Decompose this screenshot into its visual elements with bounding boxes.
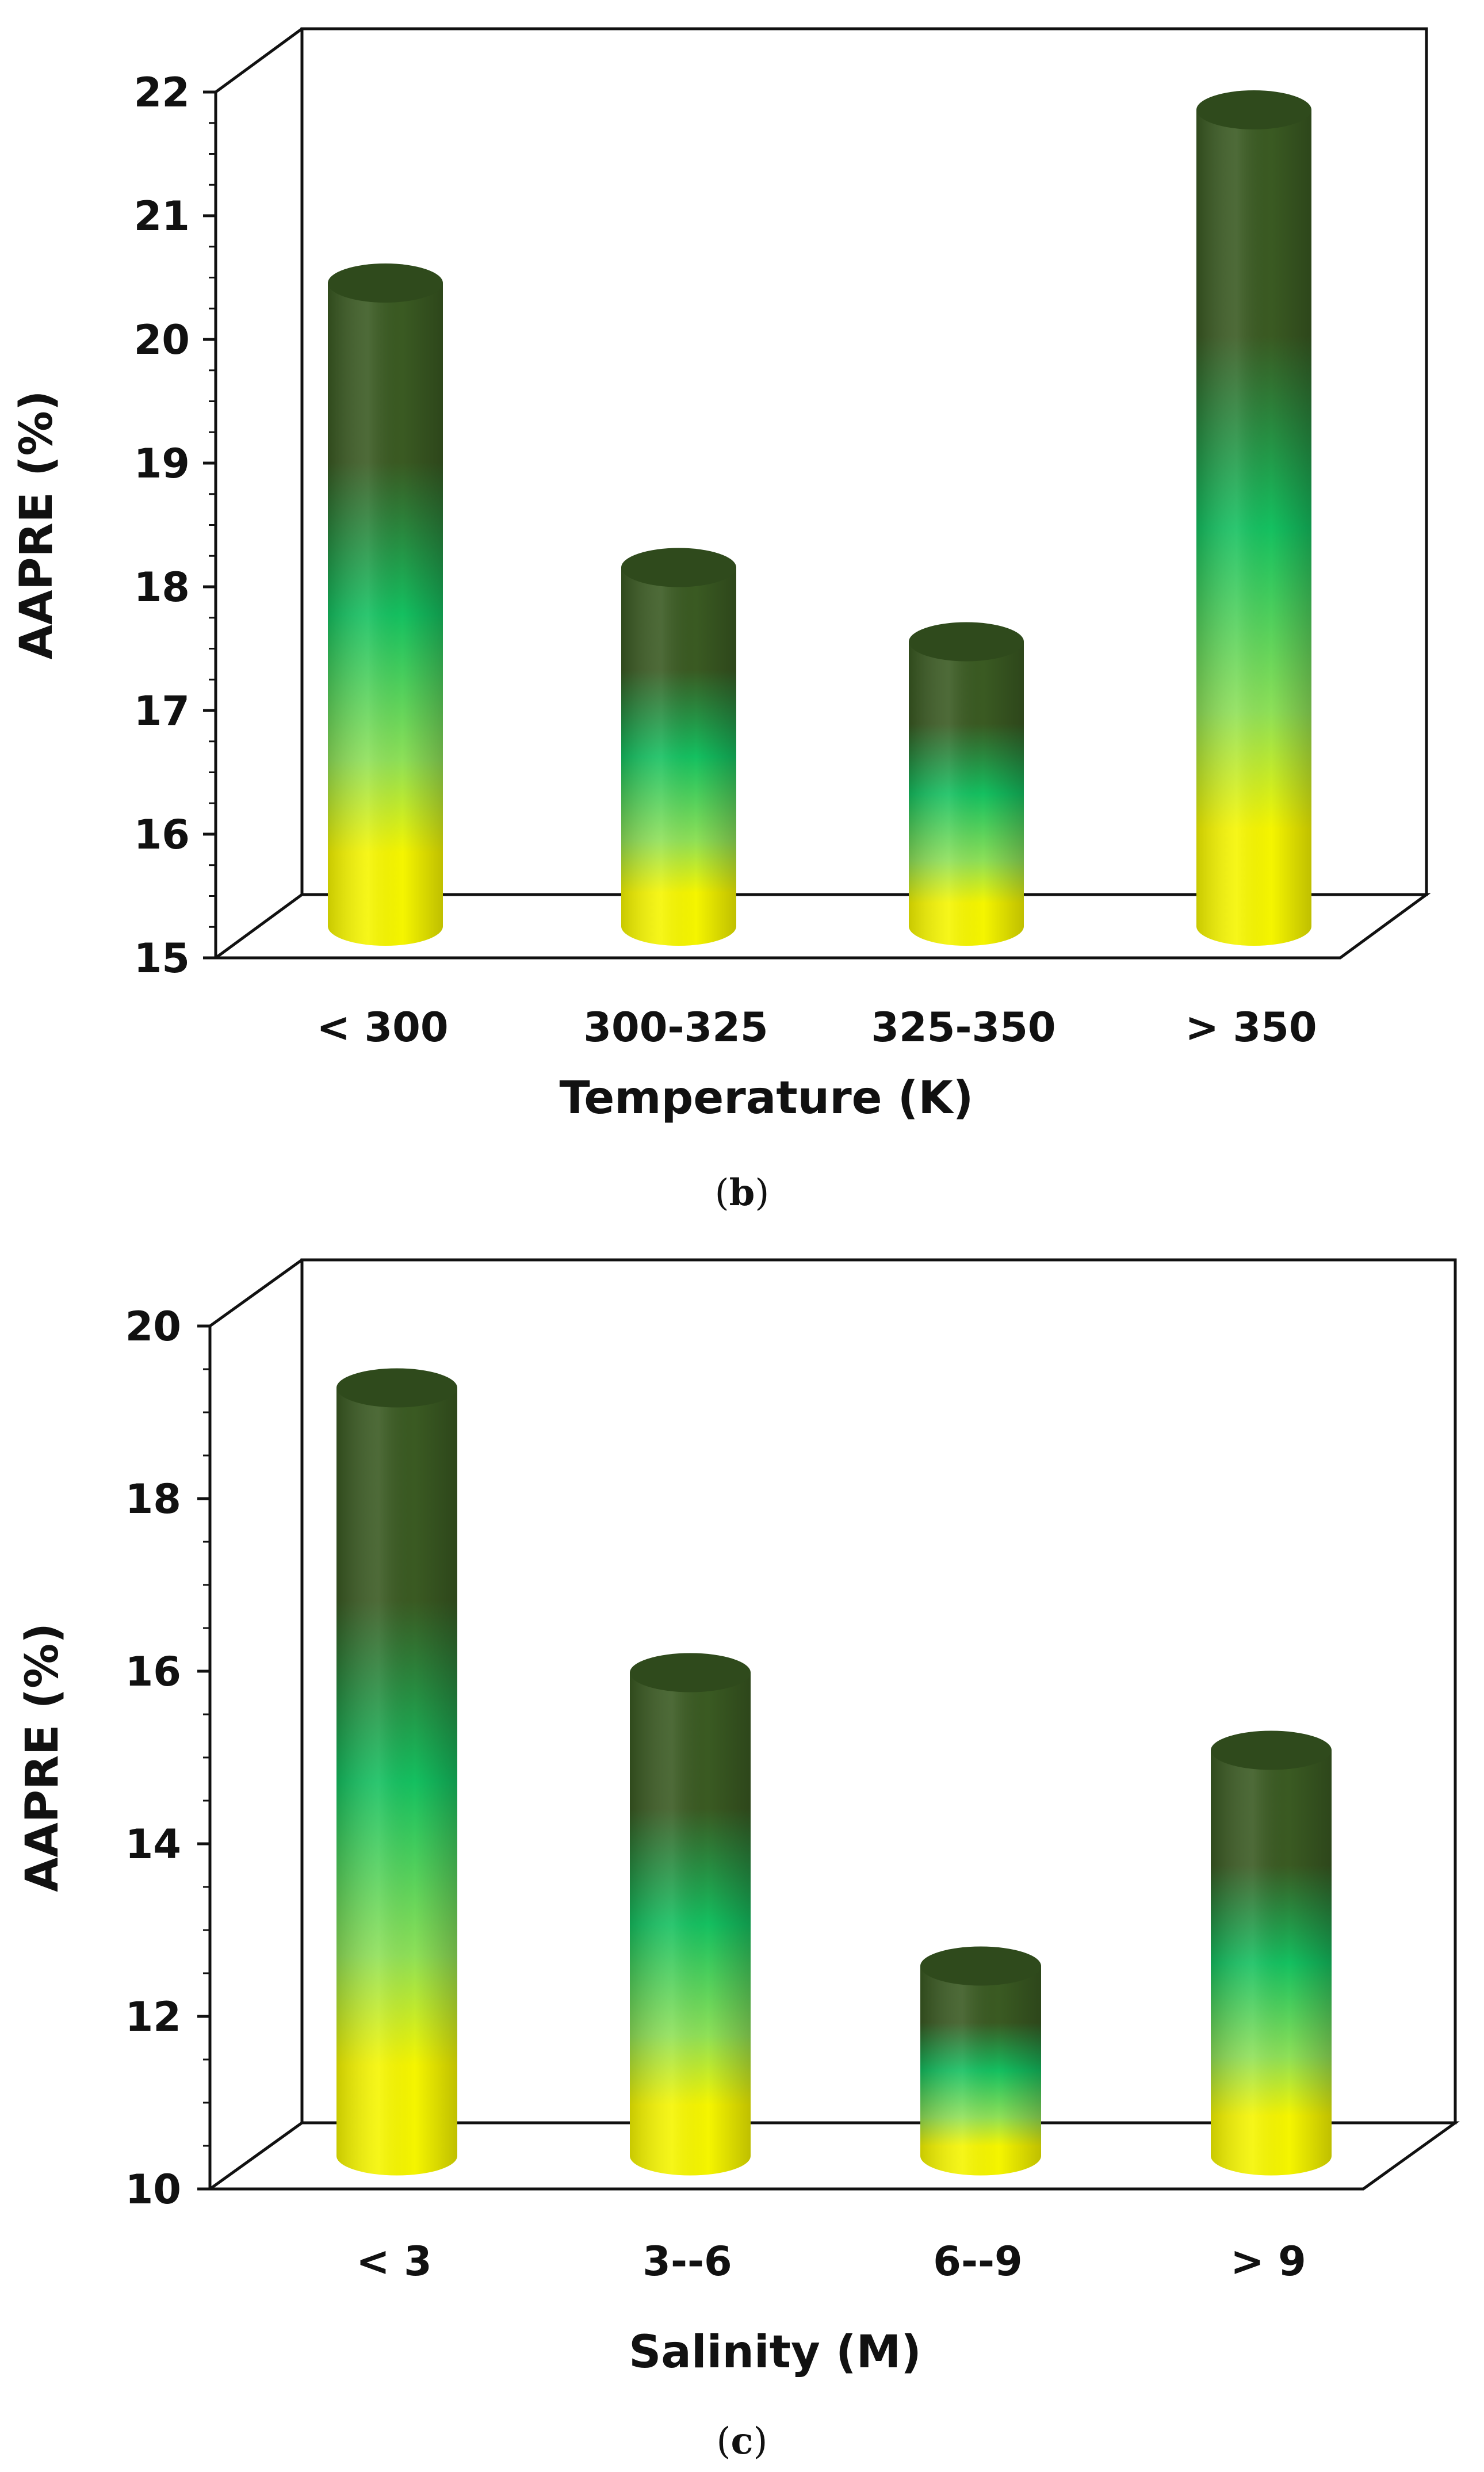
- bar-top-cap: [336, 1368, 457, 1408]
- y-tick-label: 18: [134, 564, 190, 611]
- x-tick-label: < 3: [356, 2238, 432, 2285]
- x-axis-title: Salinity (M): [629, 2326, 921, 2378]
- panel-label-c: (c): [717, 2420, 768, 2463]
- y-tick-label: 20: [134, 316, 190, 364]
- y-axis-title: AAPRE (%): [17, 1623, 68, 1892]
- bar-1: [630, 1653, 751, 2176]
- y-tick-label: 19: [134, 440, 190, 487]
- y-tick-label: 10: [125, 2166, 181, 2213]
- x-axis-title: Temperature (K): [560, 1072, 974, 1124]
- bar-2: [920, 1946, 1041, 2176]
- bar-shading: [1211, 1750, 1332, 2176]
- side-wall-edge: [215, 27, 303, 94]
- x-tick-label: 325-350: [871, 1004, 1055, 1051]
- y-tick-label: 21: [134, 193, 190, 240]
- x-tick-label: 3--6: [642, 2238, 732, 2285]
- bar-top-cap: [1196, 90, 1311, 129]
- y-tick-label: 20: [125, 1303, 181, 1350]
- y-tick-label: 16: [134, 811, 190, 858]
- chart-temperature: 15 16 17 18 19 20 21 22 AAPRE (%) < 300 300-325 325…: [11, 27, 1431, 1124]
- x-tick-label: 6--9: [933, 2238, 1023, 2285]
- bar-1: [621, 548, 736, 946]
- x-tick-label: < 300: [316, 1004, 448, 1051]
- y-tick-label: 15: [134, 935, 190, 982]
- x-tick-label: 300-325: [583, 1004, 768, 1051]
- bar-top-cap: [909, 622, 1024, 662]
- bar-0: [328, 263, 443, 946]
- bar-top-cap: [621, 548, 736, 587]
- bar-0: [336, 1368, 457, 2176]
- bar-shading: [1196, 110, 1311, 946]
- bar-2: [909, 622, 1024, 946]
- y-tick-label: 17: [134, 687, 190, 735]
- bar-top-cap: [630, 1653, 751, 1692]
- bar-shading: [630, 1672, 751, 2176]
- bar-shading: [336, 1388, 457, 2176]
- y-tick-label: 22: [134, 69, 190, 116]
- y-axis-title: AAPRE (%): [11, 391, 63, 660]
- x-tick-label: > 350: [1185, 1004, 1317, 1051]
- floor: [211, 893, 1431, 960]
- bar-3: [1211, 1730, 1332, 2176]
- bar-top-cap: [328, 263, 443, 303]
- y-tick-label: 14: [125, 1821, 181, 1868]
- bar-top-cap: [1211, 1730, 1332, 1770]
- panel-label-b: (b): [715, 1171, 770, 1214]
- chart-salinity: 10 12 14 16 18 20 AAPRE (%) < 3 3--6 6--9 > 9 Salin…: [17, 1258, 1460, 2378]
- bar-3: [1196, 90, 1311, 946]
- bar-shading: [621, 567, 736, 946]
- bar-top-cap: [920, 1946, 1041, 1986]
- bar-shading: [328, 283, 443, 946]
- y-tick-label: 16: [125, 1648, 181, 1695]
- x-tick-label: > 9: [1230, 2238, 1306, 2285]
- bar-shading: [920, 1966, 1041, 2176]
- y-tick-label: 12: [125, 1993, 181, 2041]
- bar-shading: [909, 641, 1024, 946]
- y-tick-label: 18: [125, 1476, 181, 1523]
- floor: [205, 2121, 1460, 2191]
- side-wall-edge: [209, 1258, 303, 1328]
